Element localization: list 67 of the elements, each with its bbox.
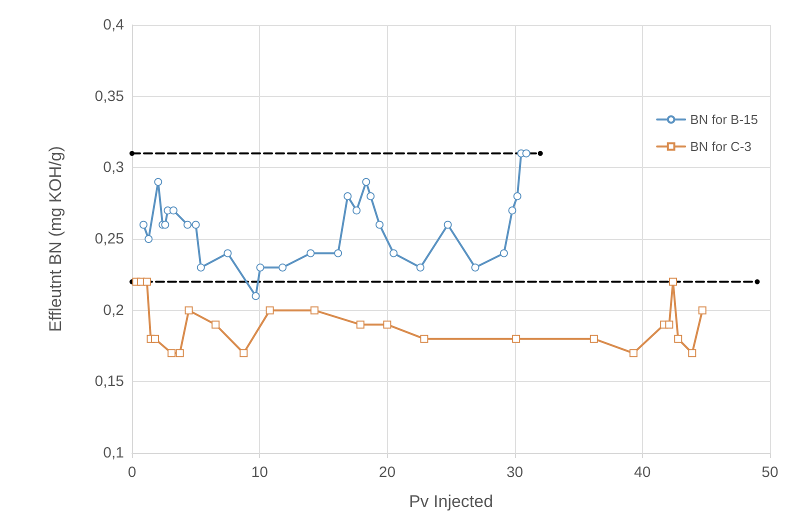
x-tick-label: 40 bbox=[634, 464, 651, 481]
y-tick-label: 0,3 bbox=[103, 159, 124, 176]
y-tick-label: 0,1 bbox=[103, 444, 124, 462]
x-axis-title: Pv Injected bbox=[408, 492, 494, 511]
point bbox=[500, 249, 508, 258]
point bbox=[508, 206, 516, 214]
point bbox=[184, 220, 192, 229]
point bbox=[674, 334, 682, 343]
point bbox=[352, 206, 361, 214]
point bbox=[590, 334, 598, 343]
point bbox=[665, 320, 674, 329]
x-tick-label: 20 bbox=[378, 464, 396, 481]
x-tick-label: 30 bbox=[506, 464, 524, 481]
point bbox=[698, 306, 706, 314]
point bbox=[366, 192, 375, 200]
point bbox=[444, 220, 452, 229]
point bbox=[168, 349, 176, 358]
point bbox=[192, 220, 200, 229]
point bbox=[522, 149, 530, 158]
point bbox=[356, 320, 364, 329]
point bbox=[538, 150, 543, 156]
x-tick-label: 50 bbox=[762, 464, 778, 481]
point bbox=[169, 206, 178, 214]
y-tick-label: 0,25 bbox=[94, 230, 124, 248]
point bbox=[310, 306, 318, 314]
point bbox=[390, 249, 398, 258]
y-tick-label: 0,35 bbox=[94, 88, 124, 105]
point bbox=[383, 320, 392, 329]
x-tick-label: 0 bbox=[128, 464, 136, 481]
point bbox=[176, 349, 184, 358]
point bbox=[688, 349, 696, 358]
point bbox=[278, 264, 287, 272]
point bbox=[196, 264, 205, 272]
point bbox=[266, 306, 274, 314]
point bbox=[144, 235, 153, 243]
point bbox=[142, 278, 151, 286]
point bbox=[130, 150, 134, 156]
point bbox=[256, 264, 264, 272]
point bbox=[416, 264, 424, 272]
point bbox=[512, 334, 520, 343]
point bbox=[362, 178, 370, 186]
point bbox=[161, 220, 170, 229]
point bbox=[212, 320, 220, 329]
point bbox=[184, 306, 193, 314]
y-tick-label: 0,15 bbox=[94, 373, 124, 390]
point bbox=[154, 178, 162, 186]
legend-label: BN for C-3 bbox=[690, 139, 752, 154]
point bbox=[240, 349, 248, 358]
point bbox=[306, 249, 315, 258]
point bbox=[150, 334, 159, 343]
point bbox=[629, 349, 638, 358]
point bbox=[252, 292, 260, 300]
point bbox=[224, 249, 232, 258]
point bbox=[344, 192, 352, 200]
x-tick-label: 10 bbox=[251, 464, 268, 481]
y-tick-label: 0,4 bbox=[103, 16, 124, 34]
point bbox=[139, 220, 148, 229]
point bbox=[376, 220, 384, 229]
point bbox=[669, 278, 678, 286]
point bbox=[513, 192, 522, 200]
point bbox=[471, 264, 480, 272]
point bbox=[420, 334, 428, 343]
y-tick-label: 0,2 bbox=[103, 302, 124, 319]
point bbox=[754, 279, 760, 284]
y-axis-title: Effleutnt BN (mg KOH/g) bbox=[46, 146, 65, 332]
legend-label: BN for B-15 bbox=[690, 112, 758, 127]
point bbox=[334, 249, 342, 258]
